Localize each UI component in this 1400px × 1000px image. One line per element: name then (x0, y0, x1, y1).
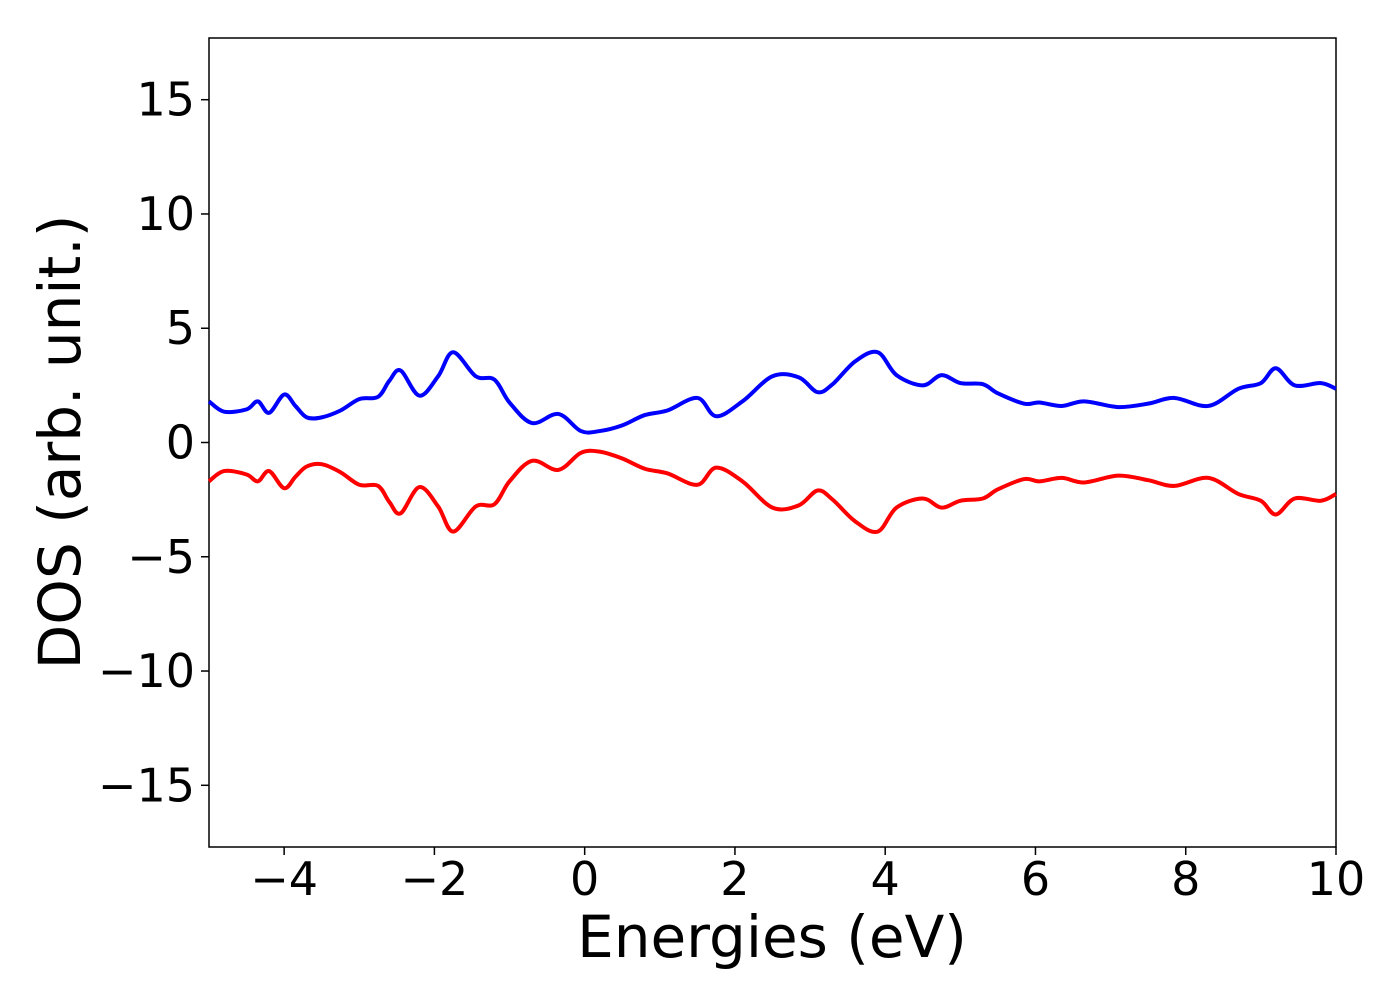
x-tick-label: −2 (400, 852, 468, 906)
x-tick-label: −4 (250, 852, 318, 906)
spin-down-line (207, 448, 1337, 535)
spin-up-line (207, 349, 1337, 435)
x-tick-label: 4 (871, 852, 900, 906)
x-axis-ticks: −4 −2 0 2 4 6 8 10 (250, 847, 1365, 906)
y-tick-label: 15 (136, 73, 195, 127)
x-tick-label: 8 (1171, 852, 1200, 906)
x-tick-label: 6 (1021, 852, 1050, 906)
series-layer (207, 349, 1337, 535)
y-axis-label: DOS (arb. unit.) (26, 215, 94, 670)
x-tick-label: 10 (1307, 852, 1366, 906)
y-tick-label: 10 (136, 187, 195, 241)
x-tick-label: 0 (570, 852, 599, 906)
y-tick-label: −15 (98, 758, 195, 812)
y-tick-label: −10 (98, 644, 195, 698)
y-tick-label: 5 (166, 301, 195, 355)
plot-frame (208, 37, 1337, 848)
x-tick-label: 2 (720, 852, 749, 906)
y-tick-label: −5 (127, 530, 195, 584)
x-axis-label: Energies (eV) (577, 903, 967, 971)
y-tick-label: 0 (166, 416, 195, 470)
y-axis-ticks: 15 10 5 0 −5 −10 −15 (98, 73, 209, 812)
